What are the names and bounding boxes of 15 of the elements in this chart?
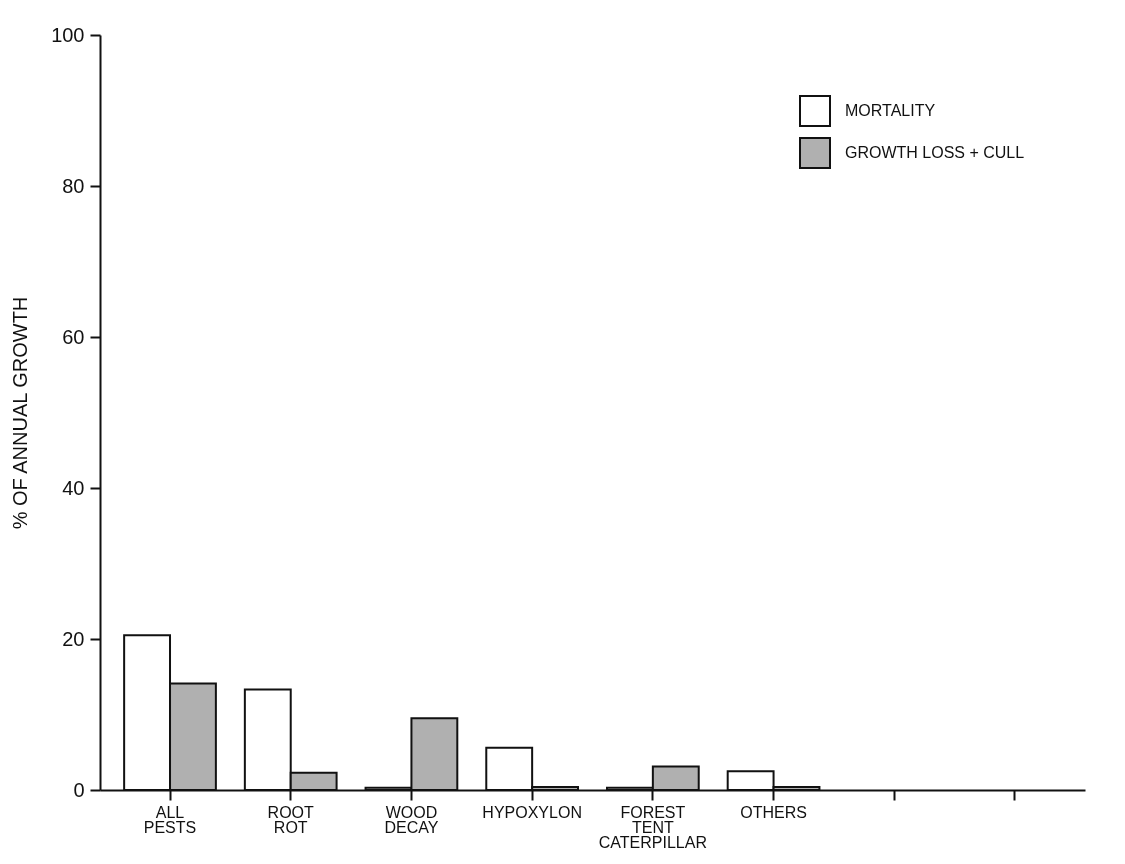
x-tick-label: WOOD DECAY [384,803,439,836]
y-tick-label: 80 [62,174,85,197]
x-tick-label: FOREST TENT CATERPILLAR [598,803,707,851]
x-tick-label: OTHERS [740,803,807,821]
y-tick-label: 40 [62,476,85,499]
y-tick-label: 0 [73,778,85,801]
x-tick-label: ALL PESTS [143,803,197,836]
x-tick-label: ROOT ROT [267,803,315,836]
y-tick-label: 60 [62,325,85,348]
y-tick-label: 100 [51,23,85,46]
y-axis-title: % OF ANNUAL GROWTH [9,296,32,530]
legend-label: MORTALITY [845,102,936,119]
legend-label: GROWTH LOSS + CULL [845,144,1025,161]
y-tick-label: 20 [62,627,85,650]
x-tick-label: HYPOXYLON [482,803,582,821]
